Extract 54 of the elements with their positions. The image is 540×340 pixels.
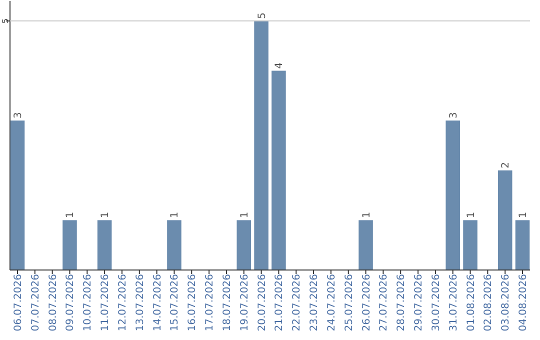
- data-label: 5: [256, 12, 268, 19]
- x-tick-label: 18.07.2026: [222, 274, 233, 332]
- x-tick-label: 23.07.2026: [309, 274, 320, 332]
- x-tick-label: 14.07.2026: [152, 274, 164, 332]
- data-label: 1: [239, 212, 250, 218]
- bar: [236, 220, 252, 270]
- x-tick-label: 26.07.2026: [361, 274, 372, 332]
- bar: [446, 120, 460, 270]
- x-tick-label: 21.07.2026: [274, 274, 286, 332]
- x-tick-label: 06.07.2026: [12, 274, 24, 332]
- x-tick-label: 16.07.2026: [187, 274, 198, 332]
- x-tick-label: 07.07.2026: [30, 274, 42, 332]
- bar: [463, 220, 478, 270]
- x-tick-label: 08.07.2026: [48, 274, 59, 332]
- x-tick-label: 11.07.2026: [100, 274, 112, 332]
- bar: [272, 70, 286, 270]
- data-label: 1: [361, 212, 372, 218]
- bar: [167, 220, 182, 270]
- x-tick-label: 01.08.2026: [466, 274, 477, 332]
- x-tick-label: 10.07.2026: [82, 274, 94, 332]
- x-tick-label: 27.07.2026: [378, 274, 390, 332]
- x-tick-label: 09.07.2026: [65, 274, 76, 332]
- bar: [62, 220, 77, 270]
- x-tick-label: 15.07.2026: [170, 274, 181, 332]
- x-tick-label: 02.08.2026: [483, 274, 494, 332]
- x-tick-label: 12.07.2026: [117, 274, 128, 332]
- data-label: 1: [100, 212, 112, 218]
- data-label: 3: [448, 112, 460, 119]
- data-label: 4: [274, 62, 286, 69]
- x-tick-label: 24.07.2026: [326, 274, 338, 332]
- data-label: 1: [518, 212, 530, 218]
- bar: [254, 20, 268, 270]
- bar: [515, 220, 530, 270]
- x-tick-label: 04.08.2026: [518, 274, 530, 332]
- x-tick-label: 13.07.2026: [134, 274, 146, 332]
- data-label: 2: [500, 162, 512, 168]
- x-tick-label: 17.07.2026: [204, 274, 216, 332]
- data-label: 1: [170, 212, 181, 218]
- x-tick-label: 28.07.2026: [396, 274, 408, 332]
- data-label: 1: [466, 212, 477, 218]
- data-label: 3: [12, 112, 24, 119]
- bar: [97, 220, 112, 270]
- bar: [498, 170, 512, 270]
- data-label: 1: [65, 212, 76, 218]
- bar: [358, 220, 373, 270]
- x-tick-label: 25.07.2026: [344, 274, 355, 332]
- x-tick-label: 31.07.2026: [448, 274, 460, 332]
- x-tick-label: 29.07.2026: [414, 274, 425, 332]
- x-tick-label: 03.08.2026: [500, 274, 512, 332]
- x-tick-label: 30.07.2026: [430, 274, 442, 332]
- x-tick-label: 20.07.2026: [256, 274, 268, 332]
- x-tick-label: 22.07.2026: [292, 274, 303, 332]
- x-tick-label: 19.07.2026: [239, 274, 250, 332]
- bar: [10, 120, 25, 270]
